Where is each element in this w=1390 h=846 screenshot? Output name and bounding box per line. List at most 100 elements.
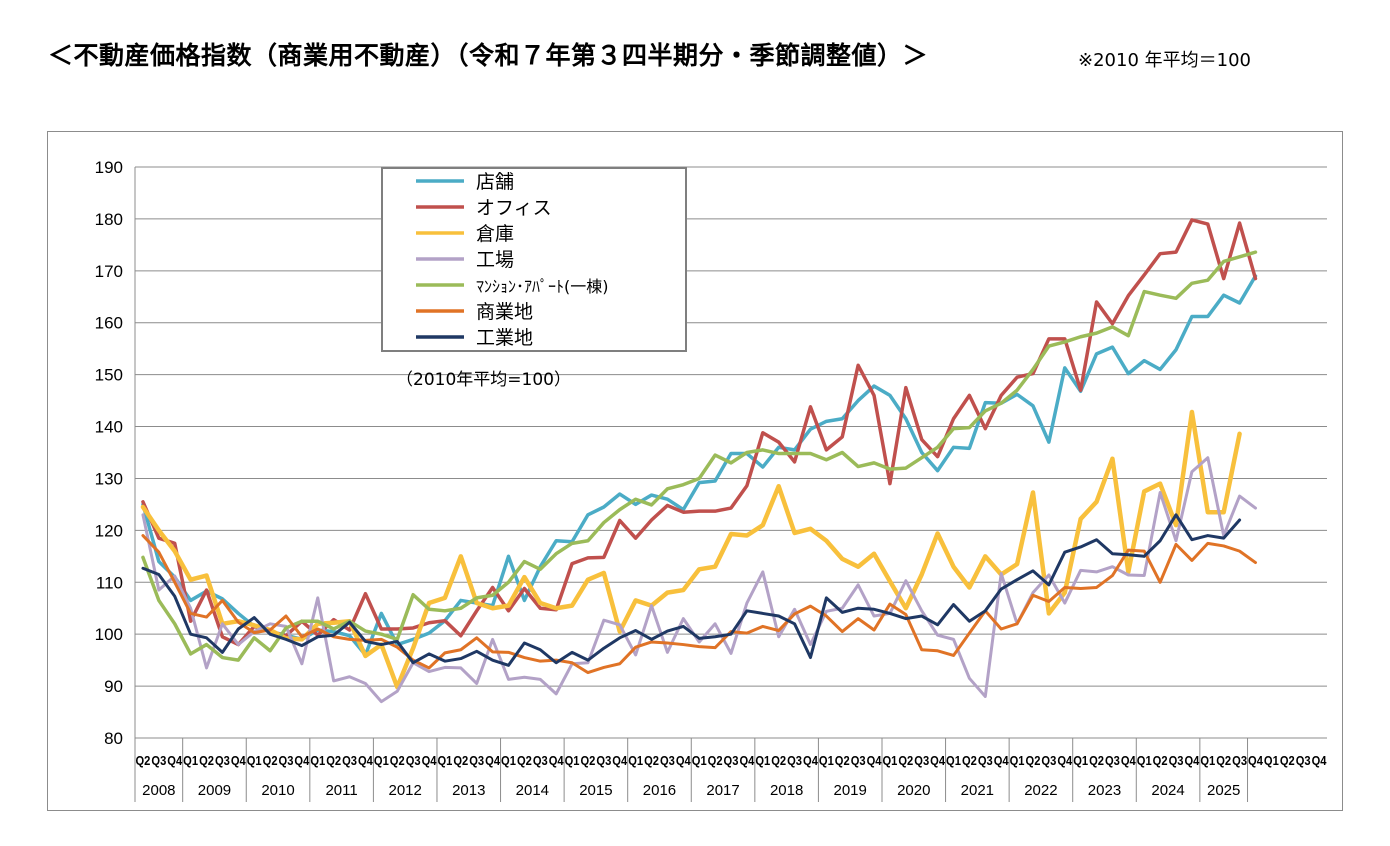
quarter-tick-label: Q1 (565, 753, 580, 768)
quarter-tick-label: Q4 (739, 753, 755, 768)
year-tick-label: 2018 (770, 782, 803, 799)
quarter-tick-label: Q2 (708, 753, 723, 768)
chart-annotation: （2010年平均=100） (396, 370, 571, 390)
quarter-tick-label: Q4 (1312, 753, 1328, 768)
year-tick-label: 2022 (1024, 782, 1057, 799)
quarter-tick-label: Q1 (374, 753, 389, 768)
quarter-tick-label: Q3 (533, 753, 548, 768)
series-line (141, 274, 1258, 657)
quarter-tick-label: Q3 (787, 753, 802, 768)
year-tick-label: 2023 (1088, 782, 1121, 799)
series-line (141, 456, 1257, 704)
quarter-tick-label: Q3 (151, 753, 166, 768)
quarter-tick-label: Q3 (279, 753, 294, 768)
quarter-tick-label: Q3 (660, 753, 675, 768)
quarter-tick-label: Q4 (1057, 753, 1073, 768)
series-line (141, 250, 1258, 662)
year-tick-label: 2009 (198, 782, 231, 799)
quarter-tick-label: Q1 (501, 753, 516, 768)
legend-label: オフィス (476, 197, 552, 219)
index-base-note: ※2010 年平均＝100 (1078, 50, 1251, 71)
year-tick-label: 2019 (834, 782, 867, 799)
quarter-tick-label: Q1 (1010, 753, 1025, 768)
quarter-tick-label: Q2 (835, 753, 850, 768)
quarter-tick-label: Q3 (1169, 753, 1184, 768)
quarter-tick-label: Q2 (1089, 753, 1104, 768)
quarter-tick-label: Q2 (1026, 753, 1041, 768)
year-tick-label: 2008 (142, 782, 175, 799)
quarter-tick-label: Q4 (422, 753, 438, 768)
legend-label: 工業地 (476, 327, 533, 349)
quarter-tick-label: Q1 (1200, 753, 1215, 768)
quarter-tick-label: Q4 (358, 753, 374, 768)
quarter-tick-label: Q2 (644, 753, 659, 768)
quarter-tick-label: Q3 (724, 753, 739, 768)
year-tick-label: 2016 (643, 782, 676, 799)
quarter-tick-label: Q2 (199, 753, 214, 768)
year-tick-label: 2024 (1151, 782, 1184, 799)
quarter-tick-label: Q3 (978, 753, 993, 768)
legend-label: 工場 (476, 249, 514, 271)
year-tick-label: 2012 (388, 782, 421, 799)
quarter-tick-label: Q1 (437, 753, 452, 768)
quarter-tick-label: Q3 (851, 753, 866, 768)
quarter-tick-label: Q1 (692, 753, 707, 768)
quarter-tick-label: Q4 (549, 753, 565, 768)
year-tick-label: 2025 (1207, 782, 1240, 799)
series-line (141, 513, 1242, 667)
quarter-tick-label: Q3 (1296, 753, 1311, 768)
y-tick-label: 100 (95, 625, 123, 644)
quarter-tick-label: Q2 (390, 753, 405, 768)
quarter-tick-label: Q1 (882, 753, 897, 768)
year-tick-label: 2013 (452, 782, 485, 799)
quarter-tick-label: Q2 (1280, 753, 1295, 768)
legend-label: ﾏﾝｼｮﾝ･ｱﾊﾟｰﾄ(一棟) (476, 277, 609, 296)
y-tick-label: 80 (104, 729, 123, 748)
series-line (141, 218, 1258, 647)
quarter-tick-label: Q4 (231, 753, 247, 768)
page-title: ＜不動産価格指数（商業用不動産）（令和７年第３四半期分・季節調整値）＞ (48, 41, 929, 70)
quarter-tick-label: Q2 (326, 753, 341, 768)
quarter-tick-label: Q3 (914, 753, 929, 768)
quarter-tick-label: Q2 (581, 753, 596, 768)
quarter-tick-label: Q4 (930, 753, 946, 768)
y-tick-label: 140 (95, 418, 123, 437)
quarter-tick-label: Q2 (453, 753, 468, 768)
quarter-tick-label: Q4 (994, 753, 1010, 768)
y-tick-label: 190 (95, 158, 123, 177)
quarter-tick-label: Q1 (628, 753, 643, 768)
quarter-tick-label: Q1 (755, 753, 770, 768)
quarter-tick-label: Q4 (803, 753, 819, 768)
year-tick-label: 2010 (261, 782, 294, 799)
quarter-tick-label: Q1 (946, 753, 961, 768)
legend-label: 店舗 (476, 171, 514, 193)
legend-label: 商業地 (476, 301, 533, 323)
y-tick-label: 120 (95, 521, 123, 540)
quarter-tick-label: Q3 (1105, 753, 1120, 768)
y-tick-label: 170 (95, 262, 123, 281)
year-tick-label: 2020 (897, 782, 930, 799)
y-tick-label: 130 (95, 469, 123, 488)
quarter-tick-label: Q3 (342, 753, 357, 768)
quarter-tick-label: Q1 (819, 753, 834, 768)
quarter-tick-label: Q2 (898, 753, 913, 768)
quarter-tick-label: Q3 (469, 753, 484, 768)
year-tick-label: 2011 (325, 782, 357, 799)
quarter-tick-label: Q2 (962, 753, 977, 768)
quarter-tick-label: Q2 (771, 753, 786, 768)
quarter-tick-label: Q2 (136, 753, 151, 768)
quarter-tick-label: Q4 (1121, 753, 1137, 768)
quarter-tick-label: Q4 (676, 753, 692, 768)
series-line (141, 534, 1257, 675)
quarter-tick-label: Q1 (247, 753, 262, 768)
year-tick-label: 2021 (961, 782, 994, 799)
quarter-tick-label: Q2 (517, 753, 532, 768)
quarter-tick-label: Q2 (1216, 753, 1231, 768)
quarter-tick-label: Q4 (1184, 753, 1200, 768)
y-tick-label: 90 (104, 677, 123, 696)
quarter-tick-label: Q3 (596, 753, 611, 768)
year-tick-label: 2015 (579, 782, 612, 799)
quarter-tick-label: Q1 (1137, 753, 1152, 768)
quarter-tick-label: Q1 (1264, 753, 1279, 768)
